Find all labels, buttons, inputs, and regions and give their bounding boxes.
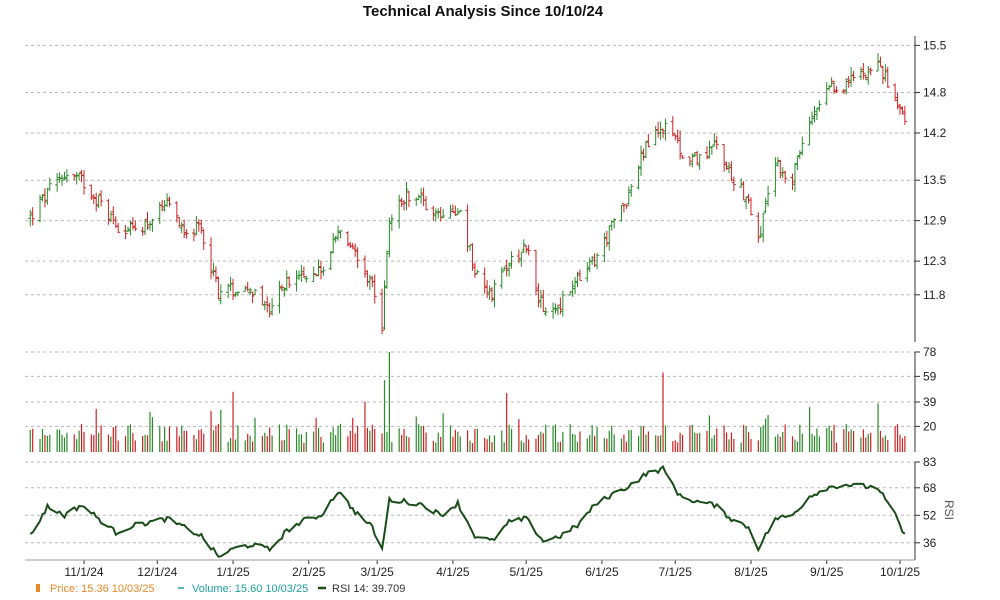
rsi-ytick-label: 36 — [923, 536, 937, 550]
legend-label: RSI 14: 39.709 — [332, 583, 405, 595]
axes: 15.5 14.8 14.2 13.5 12.9 12.3 11.8 78 59 39 20 83 68… — [25, 36, 956, 579]
volume-ytick-label: 78 — [923, 345, 937, 359]
legend-label: Price: 15.36 10/03/25 — [50, 583, 155, 595]
price-ytick-label: 13.5 — [923, 173, 947, 187]
rsi-axis-label: RSI — [942, 500, 956, 520]
x-tick-label: 6/1/25 — [585, 565, 619, 579]
x-tick-label: 1/1/25 — [216, 565, 250, 579]
x-tick-label: 7/1/25 — [659, 565, 693, 579]
x-tick-label: 2/1/25 — [292, 565, 326, 579]
x-tick-label: 4/1/25 — [436, 565, 470, 579]
rsi-ytick-label: 83 — [923, 455, 937, 469]
price-ytick-label: 12.3 — [923, 254, 947, 268]
price-ytick-label: 15.5 — [923, 38, 947, 52]
grid-lines — [25, 44, 915, 544]
price-panel — [28, 53, 907, 334]
rsi-ytick-label: 68 — [923, 481, 937, 495]
rsi-line — [29, 465, 906, 558]
volume-ytick-label: 39 — [923, 395, 937, 409]
x-tick-label: 9/1/25 — [810, 565, 844, 579]
volume-panel — [29, 352, 906, 452]
x-tick-label: 5/1/25 — [510, 565, 544, 579]
volume-ytick-label: 20 — [923, 419, 937, 433]
volume-ytick-label: 59 — [923, 369, 937, 383]
x-tick-label: 8/1/25 — [734, 565, 768, 579]
price-ytick-label: 14.2 — [923, 126, 947, 140]
x-tick-label: 3/1/25 — [360, 565, 394, 579]
price-ytick-label: 11.8 — [923, 288, 946, 302]
legend-label: Volume: 15.60 10/03/25 — [192, 583, 308, 595]
rsi-ytick-label: 52 — [923, 508, 937, 522]
legend: Price: 15.36 10/03/25 Volume: 15.60 10/03… — [36, 583, 405, 595]
price-ytick-label: 14.8 — [923, 86, 947, 100]
chart-title: Technical Analysis Since 10/10/24 — [363, 3, 604, 20]
legend-price-swatch — [36, 584, 40, 592]
x-tick-label: 11/1/24 — [64, 565, 103, 579]
price-ytick-label: 12.9 — [923, 214, 947, 228]
rsi-panel — [29, 465, 906, 558]
x-tick-label: 12/1/24 — [137, 565, 177, 579]
x-tick-label: 10/1/25 — [880, 565, 920, 579]
